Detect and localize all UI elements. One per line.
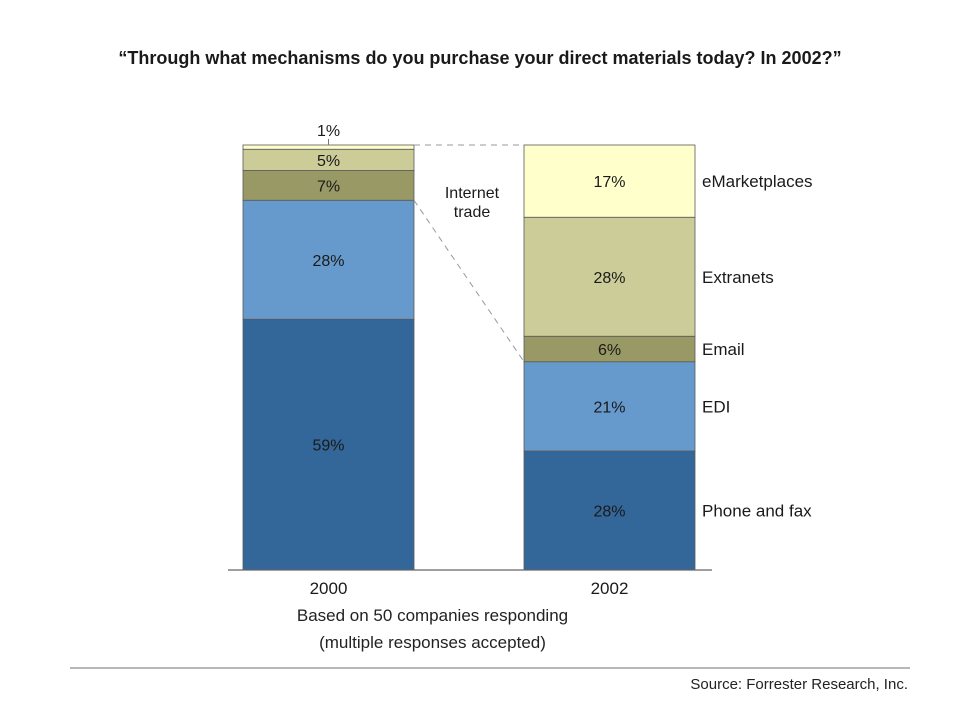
bar-segment-2000-emarketplaces <box>242 144 415 150</box>
data-label: 5% <box>317 153 340 170</box>
footnote-line-2: (multiple responses accepted) <box>319 633 546 652</box>
data-label: 28% <box>312 253 344 270</box>
bar-segment-2002-emarketplaces <box>523 144 696 218</box>
footnote-line-1: Based on 50 companies responding <box>296 606 569 625</box>
legend-label: eMarketplaces <box>702 172 813 191</box>
bar-segment-2000-edi <box>242 199 415 320</box>
data-label: 7% <box>317 178 340 195</box>
x-tick-label: 2000 <box>310 579 348 598</box>
data-label: 21% <box>593 399 625 416</box>
data-label: 6% <box>598 342 621 359</box>
footer-divider <box>70 667 910 669</box>
internet-trade-annotation: Internet <box>445 185 500 202</box>
data-label: 28% <box>593 270 625 287</box>
bar-segment-2000-phone-and-fax <box>242 318 415 571</box>
bar-segment-2002-phone-and-fax <box>523 450 696 571</box>
internet-trade-annotation: trade <box>454 204 491 221</box>
legend-label: Phone and fax <box>702 502 812 521</box>
legend-label: Email <box>702 340 745 359</box>
bar-segment-2002-extranets <box>523 216 696 337</box>
source-credit: Source: Forrester Research, Inc. <box>690 676 908 693</box>
legend-label: EDI <box>702 397 730 416</box>
chart-title: “Through what mechanisms do you purchase… <box>118 48 842 68</box>
internet-trade-connector-bottom <box>413 199 525 363</box>
data-label: 59% <box>312 438 344 455</box>
bar-segment-2002-email <box>523 335 696 363</box>
x-tick-label: 2002 <box>591 579 629 598</box>
data-label: 17% <box>593 174 625 191</box>
legend-label: Extranets <box>702 268 774 287</box>
data-label: 28% <box>593 504 625 521</box>
data-label: 1% <box>317 123 340 140</box>
bar-segment-2002-edi <box>523 361 696 452</box>
